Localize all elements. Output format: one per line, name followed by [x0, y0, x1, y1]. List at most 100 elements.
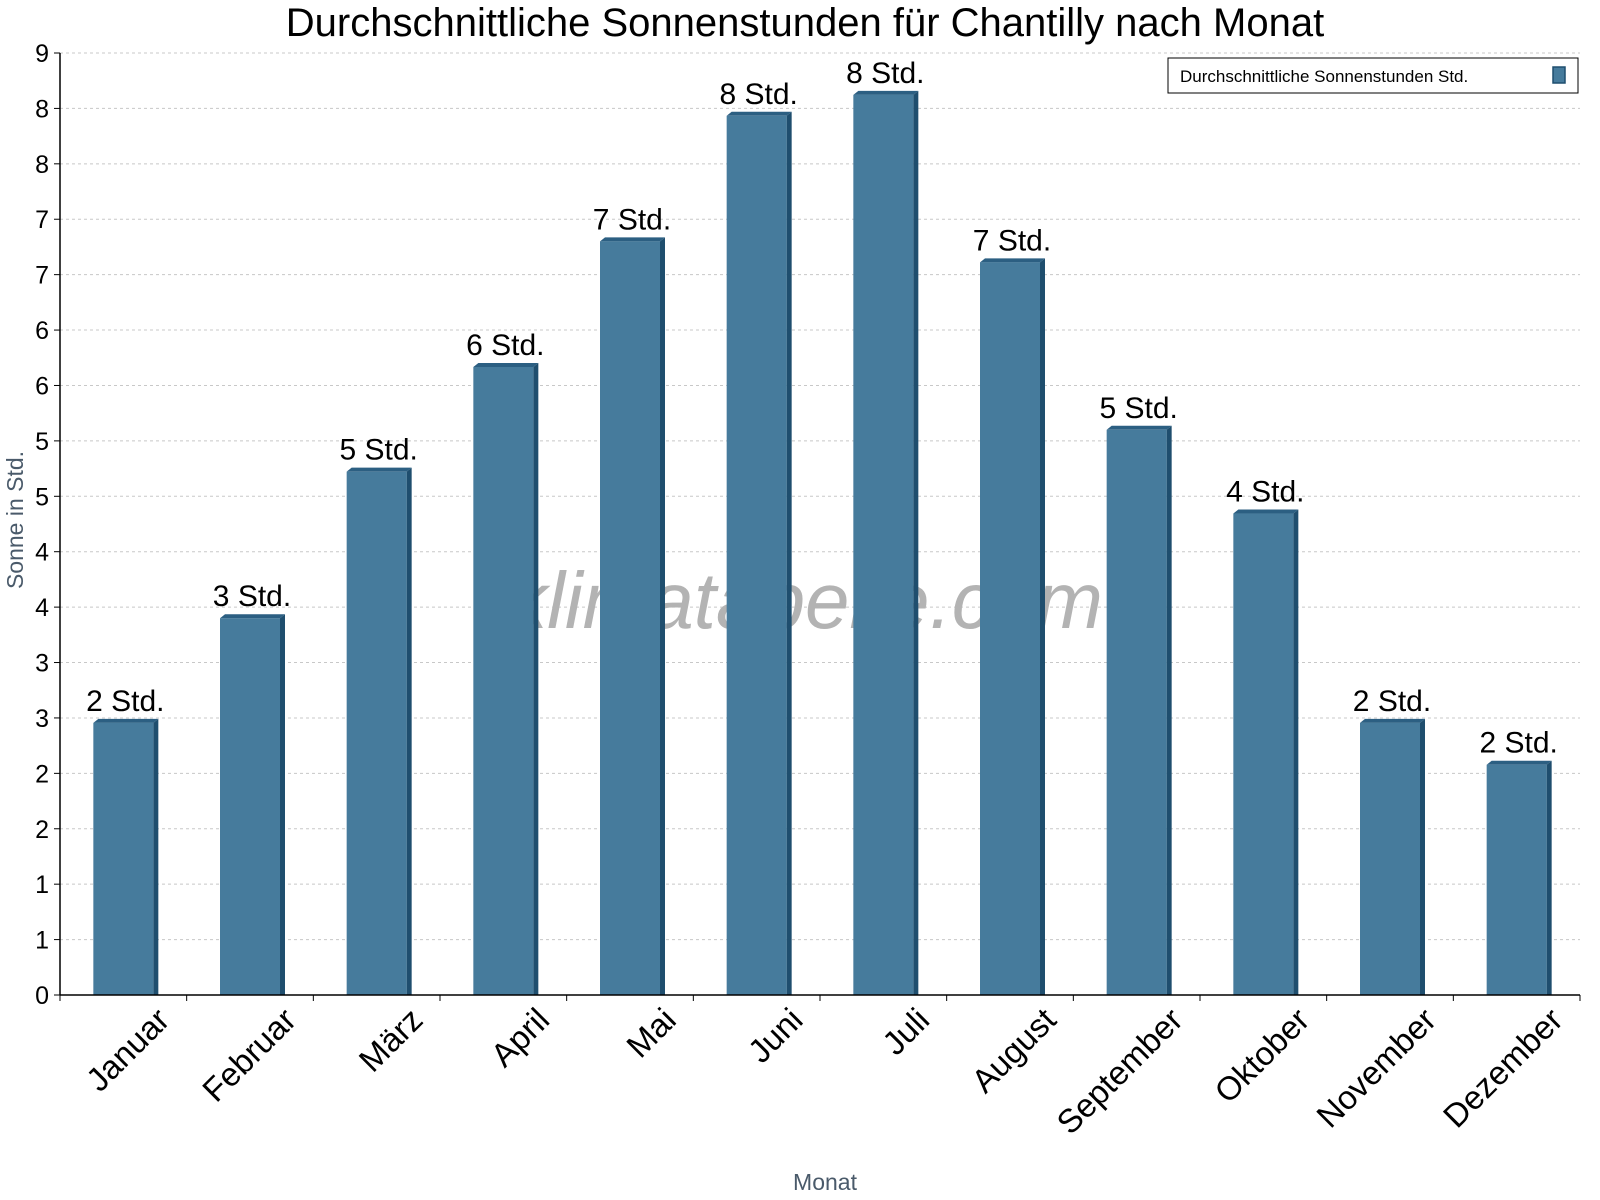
x-tick-label: April — [483, 1001, 556, 1074]
bar-top — [346, 467, 412, 472]
legend-label: Durchschnittliche Sonnenstunden Std. — [1180, 67, 1468, 86]
y-tick-label: 4 — [35, 594, 49, 622]
bar-top — [726, 111, 792, 116]
bar — [220, 618, 280, 995]
data-label: 8 Std. — [719, 78, 797, 111]
bar-side — [1040, 258, 1045, 995]
x-tick-label: Juni — [741, 1001, 810, 1070]
bar-top — [1233, 509, 1299, 514]
bar — [1233, 513, 1294, 995]
y-tick-labels: 0 1 1 2 2 3 3 4 4 5 5 6 6 7 7 8 8 9 — [35, 40, 49, 1010]
y-tick-label: 8 — [35, 151, 49, 179]
bar-side — [153, 718, 159, 995]
y-tick-label: 3 — [35, 705, 49, 733]
y-axis-label: Sonne in Std. — [2, 451, 28, 589]
x-tick-label: Januar — [79, 1001, 177, 1099]
y-tick-label: 6 — [35, 372, 49, 400]
legend: Durchschnittliche Sonnenstunden Std. — [1167, 57, 1579, 94]
bar — [1360, 722, 1420, 995]
bar-7 — [853, 90, 919, 995]
bar-11 — [1360, 718, 1425, 995]
bar-9 — [1106, 425, 1172, 995]
y-tick-label: 8 — [35, 95, 49, 123]
bar — [853, 94, 914, 995]
x-tick-labels: Januar Februar März April Mai Juni Juli AugustS… — [79, 1001, 1570, 1141]
x-tick-label: März — [352, 1001, 430, 1079]
bar — [93, 722, 154, 995]
data-label: 7 Std. — [973, 224, 1051, 257]
bar-10 — [1233, 509, 1299, 995]
data-label: 5 Std. — [339, 434, 417, 467]
bar-top — [1486, 760, 1552, 765]
data-label: 2 Std. — [1479, 727, 1557, 760]
x-tick-label: Mai — [619, 1001, 683, 1065]
bar-top — [220, 614, 285, 619]
bar — [473, 367, 534, 995]
x-axis-label: Monat — [793, 1169, 858, 1195]
x-tick-label: Oktober — [1207, 1001, 1316, 1110]
bar-top — [600, 237, 665, 242]
bar-side — [786, 111, 792, 996]
bar — [1486, 764, 1547, 995]
data-label: 4 Std. — [1226, 476, 1304, 509]
chart-title: Durchschnittliche Sonnenstunden für Chan… — [286, 1, 1324, 45]
data-label: 6 Std. — [466, 329, 544, 362]
y-tick-label: 1 — [35, 927, 49, 955]
bar-12 — [1486, 760, 1552, 995]
bar — [346, 471, 407, 996]
data-label: 3 Std. — [213, 580, 291, 613]
legend-swatch — [1552, 66, 1566, 84]
bar — [726, 115, 787, 996]
y-tick-label: 9 — [35, 40, 49, 68]
bar-side — [1420, 718, 1425, 995]
bar-top — [1360, 718, 1425, 723]
y-tick-label: 0 — [35, 982, 49, 1010]
bar-side — [1546, 760, 1552, 995]
bar-top — [93, 718, 159, 723]
y-tick-label: 3 — [35, 650, 49, 678]
x-tick-label: September — [1049, 1001, 1189, 1141]
bar-3 — [346, 467, 412, 996]
y-tick-label: 1 — [35, 871, 49, 899]
legend-box — [1167, 57, 1579, 94]
y-tick-label: 2 — [35, 760, 49, 788]
bar-top — [1106, 425, 1172, 430]
bar-2 — [220, 614, 285, 995]
y-tick-label: 2 — [35, 816, 49, 844]
bar-side — [533, 363, 539, 995]
bars — [93, 90, 1552, 996]
data-label: 8 Std. — [846, 57, 924, 90]
bar-4 — [473, 363, 539, 995]
bar-1 — [93, 718, 159, 995]
data-label: 7 Std. — [593, 203, 671, 236]
y-tick-label: 5 — [35, 483, 49, 511]
data-label: 5 Std. — [1099, 392, 1177, 425]
y-tick-label: 6 — [35, 317, 49, 345]
x-tick-label: Juli — [875, 1001, 936, 1062]
y-tick-label: 5 — [35, 428, 49, 456]
bar-side — [913, 90, 919, 995]
bar-side — [280, 614, 285, 995]
data-label: 2 Std. — [86, 685, 164, 718]
data-label: 2 Std. — [1353, 685, 1431, 718]
bar — [980, 262, 1040, 995]
bar-top — [853, 90, 919, 95]
x-tick-label: November — [1309, 1001, 1443, 1135]
bar-6 — [726, 111, 792, 996]
bar-side — [1293, 509, 1299, 995]
bar — [600, 241, 660, 995]
bar-side — [660, 237, 665, 995]
x-tick-label: August — [964, 1001, 1063, 1100]
bar-top — [473, 363, 539, 367]
bar-top — [980, 258, 1045, 263]
y-tick-label: 7 — [35, 262, 49, 290]
bar-side — [1166, 425, 1172, 995]
bar-5 — [600, 237, 665, 995]
gridlines — [54, 52, 1580, 996]
y-tick-label: 4 — [35, 539, 49, 567]
bar — [1106, 429, 1167, 995]
x-tick-label: Dezember — [1436, 1001, 1570, 1135]
x-tick-label: Februar — [195, 1001, 303, 1109]
bar-8 — [980, 258, 1045, 995]
